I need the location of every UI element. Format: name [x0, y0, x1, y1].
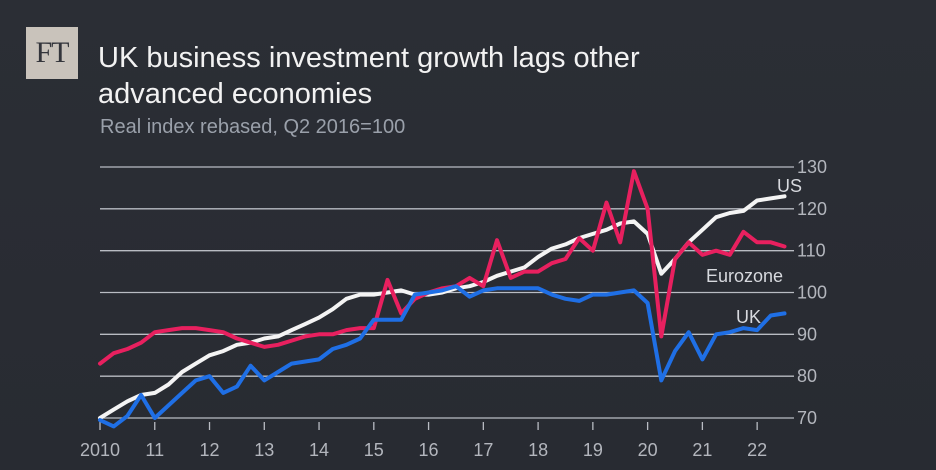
series-line-uk	[98, 284, 787, 429]
y-tick-label-110: 110	[797, 241, 826, 261]
ft-logo: FT	[26, 27, 78, 79]
y-tick-label-90: 90	[797, 324, 817, 344]
x-tick-label-14: 14	[309, 440, 329, 460]
series-label-eurozone: Eurozone	[706, 266, 783, 286]
gridlines	[100, 166, 794, 419]
y-tick-label-100: 100	[797, 283, 827, 303]
series-line-us	[98, 194, 787, 420]
x-tick-label-12: 12	[200, 440, 220, 460]
x-tick-label-2010: 2010	[80, 440, 120, 460]
y-tick-label-130: 130	[797, 157, 827, 177]
chart-subtitle: Real index rebased, Q2 2016=100	[100, 116, 406, 138]
x-tick-label-20: 20	[638, 440, 658, 460]
x-tick-label-11: 11	[145, 440, 164, 460]
x-tick-label-21: 21	[692, 440, 712, 460]
chart-title: UK business investment growth lags other…	[98, 42, 640, 110]
x-tick-label-18: 18	[528, 440, 548, 460]
series-lines	[98, 169, 787, 429]
y-tick-label-80: 80	[797, 366, 817, 386]
series-label-uk: UK	[736, 307, 761, 327]
series-label-us: US	[777, 176, 802, 196]
series-labels: US Eurozone UK	[706, 176, 802, 327]
y-tick-label-70: 70	[797, 408, 817, 428]
x-tick-label-15: 15	[364, 440, 384, 460]
x-tick-label-19: 19	[583, 440, 603, 460]
x-axis-ticks: 2010 11 12 13 14 15 16 17 18 19 20 21 22	[80, 422, 767, 460]
y-tick-label-120: 120	[797, 199, 827, 219]
y-axis-ticks: 70 80 90 100 110 120 130	[797, 157, 827, 428]
x-tick-label-13: 13	[254, 440, 274, 460]
x-tick-label-17: 17	[473, 440, 493, 460]
x-tick-label-22: 22	[747, 440, 767, 460]
x-tick-label-16: 16	[419, 440, 439, 460]
series-line-eurozone	[98, 169, 787, 366]
